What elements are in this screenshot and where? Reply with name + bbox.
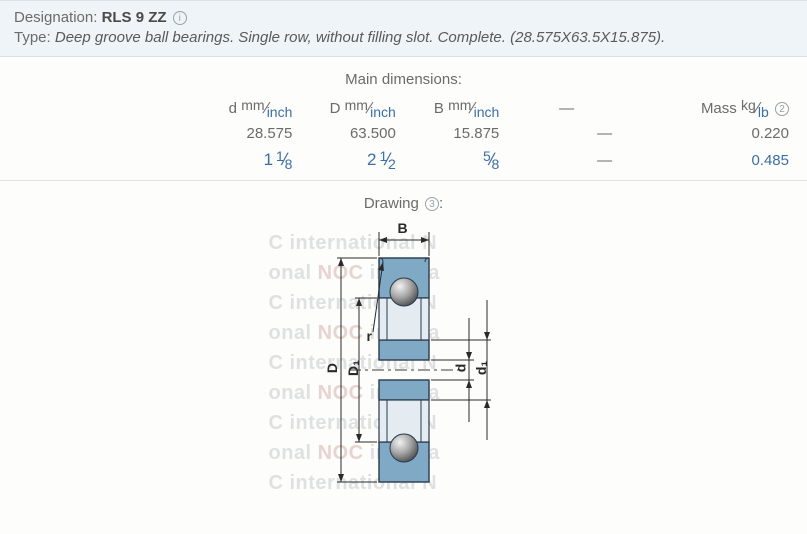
col-gap-header: — [517,96,631,121]
unit-mm: mm [241,97,264,113]
frac-whole: 2 [367,150,376,169]
table-row-inch: 11/8 21/2 5/8 — 0.485 [0,146,807,181]
cell-d-mm: 28.575 [0,121,310,146]
frac-den: 8 [491,156,499,172]
cell-D-inch: 21/2 [310,146,413,181]
unit-inch: inch [370,104,396,120]
header-panel: Designation: RLS 9 ZZ i Type: Deep groov… [0,0,807,57]
cell-d-inch: 11/8 [0,146,310,181]
designation-line: Designation: RLS 9 ZZ i [14,9,793,26]
designation-value: RLS 9 ZZ [102,9,167,26]
cell-gap-inch: — [517,146,631,181]
unit-inch: inch [267,104,293,120]
label-D1: D₁ [344,360,360,376]
info-icon[interactable]: 3 [425,197,439,211]
drawing-container: C international Nonal NOC internaC inter… [279,220,529,500]
main-dimensions-title: Main dimensions: [0,71,807,88]
cell-D-mm: 63.500 [310,121,413,146]
cell-B-mm: 15.875 [414,121,517,146]
frac-whole: 1 [264,150,273,169]
drawing-title: Drawing 3: [0,195,807,212]
type-value: Deep groove ball bearings. Single row, w… [55,29,665,46]
info-icon[interactable]: 2 [775,102,789,116]
d-sym: d [229,100,237,117]
table-header-row: d mm/inch D mm/inch B mm/inch — Mass kg/… [0,96,807,121]
type-label: Type: [14,29,51,46]
unit-mm: mm [345,97,368,113]
cell-mass-lb: 0.485 [631,146,807,181]
frac-den: 8 [285,156,293,172]
dimensions-table: d mm/inch D mm/inch B mm/inch — Mass kg/… [0,96,807,181]
cell-B-inch: 5/8 [414,146,517,181]
unit-inch: inch [474,104,500,120]
table-row-mm: 28.575 63.500 15.875 — 0.220 [0,121,807,146]
type-line: Type: Deep groove ball bearings. Single … [14,29,793,46]
col-B-header: B mm/inch [414,96,517,121]
D-sym: D [330,100,341,117]
bearing-drawing [279,220,529,500]
col-mass-header: Mass kg/lb 2 [631,96,807,121]
label-D: D [324,363,340,373]
drawing-title-text: Drawing [364,195,419,212]
label-B: B [398,220,408,236]
label-r: r [367,328,372,344]
label-d1: d₁ [473,361,489,375]
info-icon[interactable]: i [173,11,187,25]
label-d: d [452,364,468,373]
frac-den: 2 [388,156,396,172]
col-d-header: d mm/inch [0,96,310,121]
cell-gap-mm: — [517,121,631,146]
designation-label: Designation: [14,9,97,26]
cell-mass-kg: 0.220 [631,121,807,146]
mass-label: Mass [701,100,737,117]
B-sym: B [434,100,444,117]
unit-lb: lb [758,104,769,120]
col-D-header: D mm/inch [310,96,413,121]
